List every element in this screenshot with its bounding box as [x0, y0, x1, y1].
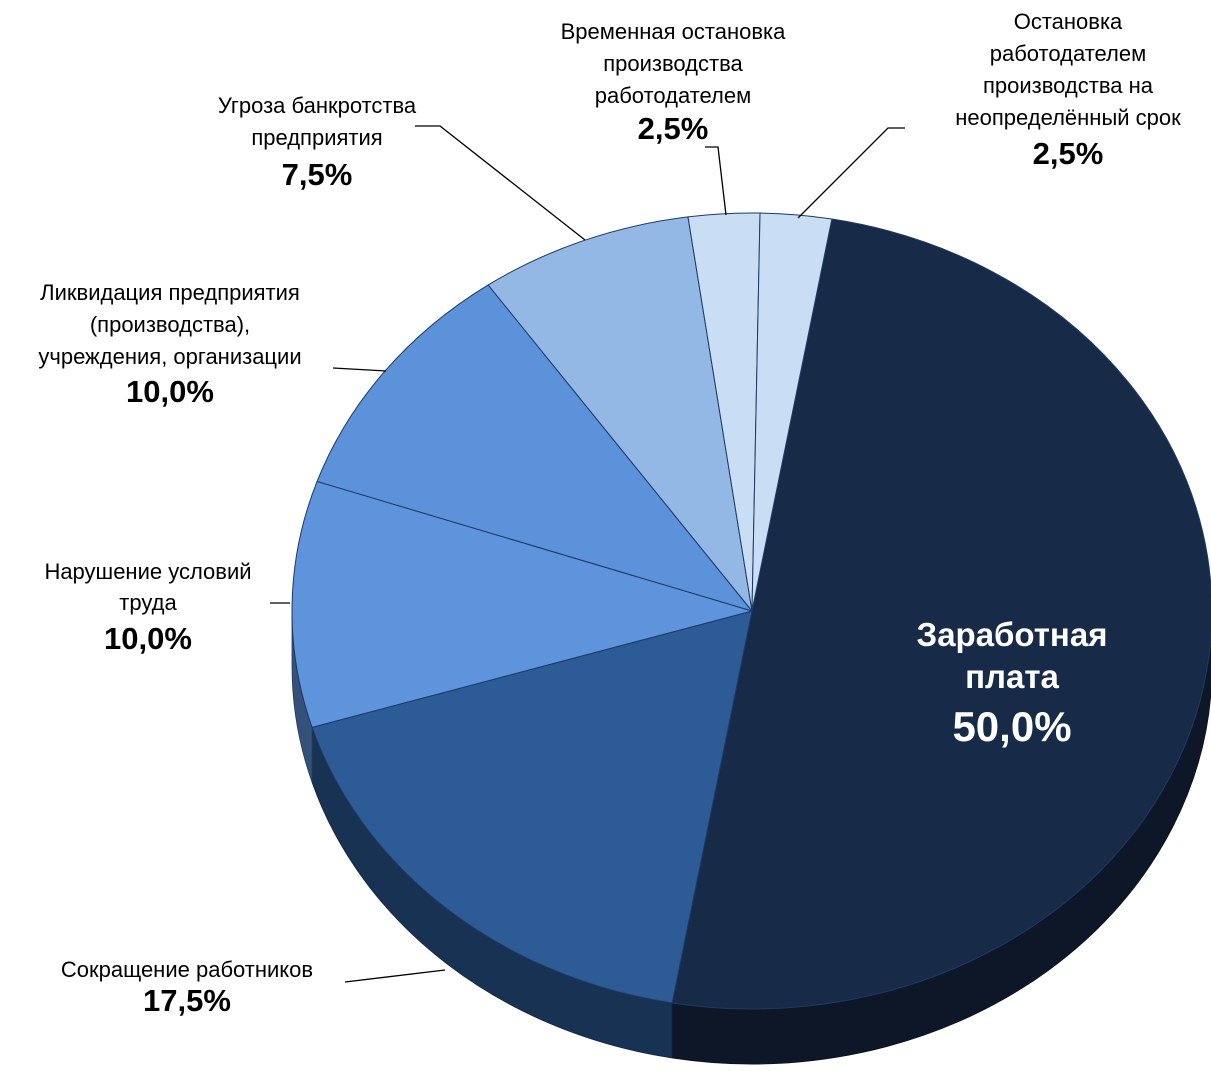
value-label: 17,5% — [143, 983, 231, 1018]
slice-label: Сокращение работников — [61, 957, 313, 982]
value-label: 2,5% — [1033, 136, 1104, 171]
leader-line — [332, 367, 387, 372]
slice — [672, 219, 1211, 1009]
slice — [311, 610, 753, 1004]
slice — [291, 480, 754, 728]
leader-line — [705, 146, 727, 216]
slice-label: Заработная плата — [917, 616, 1108, 695]
slice-label: Остановка работодателем производства на нео… — [955, 9, 1181, 130]
slice-label: Нарушение условий труда — [44, 559, 251, 615]
labels: Заработная плата 50,0% Сокращение работнико… — [38, 9, 1181, 1018]
slice-label: Угроза банкротства предприятия — [218, 93, 417, 150]
slice-label: Временная остановка производства работодат… — [561, 19, 787, 108]
pie-tops — [291, 212, 1211, 1009]
leader-line — [344, 969, 446, 983]
pie-sides — [291, 610, 1211, 1065]
value-label: 10,0% — [126, 374, 214, 409]
leader-line — [797, 127, 905, 219]
value-label: 10,0% — [104, 621, 192, 656]
leader-line — [415, 125, 586, 241]
slice — [751, 212, 833, 612]
slice — [487, 216, 753, 613]
value-label: 7,5% — [282, 157, 353, 192]
value-label: 50,0% — [952, 703, 1071, 750]
value-label: 2,5% — [638, 111, 709, 146]
slice-label: Ликвидация предприятия (производства), учр… — [38, 280, 301, 369]
leader-lines — [270, 125, 905, 983]
